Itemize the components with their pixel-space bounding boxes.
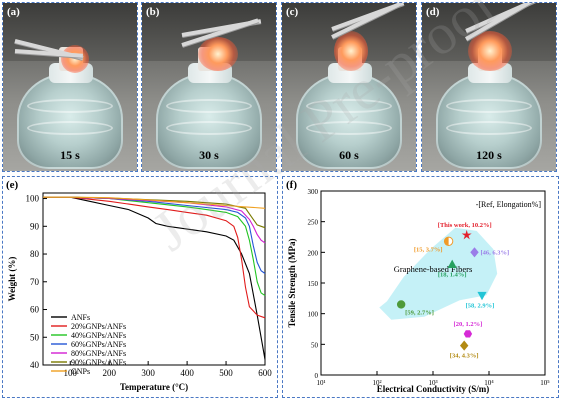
legend-label: 80%GNPs/ANFs	[71, 349, 126, 358]
chart-panel-label: (f)	[286, 179, 297, 191]
y-tick-label: 50	[311, 341, 319, 349]
series-line	[43, 196, 266, 244]
data-point-label: [59, 2.7%]	[405, 309, 434, 316]
x-tick-label: 10²	[372, 379, 381, 387]
y-axis-label: Weight (%)	[7, 257, 17, 302]
photo-panel-b: (b) 30 s	[141, 2, 277, 172]
y-tick-label: 40	[30, 360, 40, 370]
plot-frame	[42, 192, 266, 366]
data-point-circle	[396, 300, 406, 309]
data-point-label: [15, 3.7%]	[414, 246, 443, 253]
y-tick-label: 90	[30, 221, 40, 231]
graphene-fiber-region	[379, 227, 498, 320]
flame-test-photo	[142, 3, 276, 171]
data-point-diamond	[460, 340, 469, 351]
tga-chart-panel: (e) 100 200 300 400 500 600 40 50 60 70 80 90 100 Tem…	[2, 176, 278, 398]
x-axis-label: Electrical Conductivity (S/m)	[377, 384, 489, 394]
y-tick-label: 250	[308, 219, 319, 227]
x-tick-label: 600	[258, 368, 272, 378]
data-point-label: [34, 4.3%]	[450, 353, 479, 360]
data-point-hexagon	[463, 330, 473, 338]
series-line	[43, 196, 266, 319]
strength-conductivity-chart-panel: (f) Graphene-based Fibers 10¹ 10² 10³ 10⁴ 10⁵…	[282, 176, 559, 398]
y-axis-label: Tensile Strength (MPa)	[287, 238, 297, 327]
photo-label: (a)	[7, 6, 20, 18]
data-point-triangle	[447, 259, 457, 268]
photo-panel-d: (d) 120 s	[421, 2, 557, 172]
photo-label: (c)	[286, 6, 299, 18]
flame-test-photo	[422, 3, 556, 171]
flame-test-photo	[3, 3, 137, 171]
photo-panel-c: (c) 60 s	[281, 2, 417, 172]
data-point-label: [18, 1.4%]	[438, 272, 467, 279]
data-point-label: [This work, 10.2%]	[438, 222, 492, 229]
region-label: Graphene-based Fibers	[394, 264, 473, 274]
legend-label: 60%GNPs/ANFs	[71, 340, 126, 349]
y-tick-label: 100	[308, 311, 319, 319]
x-tick-label: 200	[102, 368, 116, 378]
chart-panel-label: (e)	[6, 179, 19, 191]
time-label: 30 s	[199, 148, 219, 162]
legend-label: 20%GNPs/ANFs	[71, 322, 126, 331]
y-tick-label: 50	[30, 332, 40, 342]
x-tick-label: 500	[219, 368, 233, 378]
photo-label: (d)	[426, 6, 440, 18]
data-point-diamond	[470, 247, 479, 258]
y-tick-label: 200	[308, 249, 319, 257]
x-tick-label: 10⁴	[484, 379, 494, 387]
y-tick-label: 70	[30, 277, 40, 287]
legend-label: GNPs	[71, 367, 90, 376]
y-tick-label: 300	[308, 188, 319, 196]
time-label: 120 s	[476, 148, 502, 162]
y-tick-label: 80	[30, 249, 40, 259]
series-line	[43, 196, 266, 360]
legend-label: 40%GNPs/ANFs	[71, 331, 126, 340]
data-point-label: [20, 1.2%]	[454, 321, 483, 328]
data-point-label: [58, 2.9%]	[466, 302, 495, 309]
y-tick-label: 150	[308, 280, 319, 288]
x-tick-label: 10¹	[316, 379, 325, 387]
data-point-label: [46, 6.3%]	[480, 249, 509, 256]
series-line	[43, 196, 266, 297]
tga-chart: 100 200 300 400 500 600 40 50 60 70 80 90 100 Tempera…	[7, 192, 272, 392]
strength-conductivity-chart: Graphene-based Fibers 10¹ 10² 10³ 10⁴ 10⁵ 0 50 1…	[287, 188, 550, 394]
data-point-star	[461, 229, 472, 240]
legend-note: -[Ref, Elongation%]	[476, 200, 542, 209]
flame-test-photo	[282, 3, 416, 171]
x-tick-label: 100	[64, 368, 78, 378]
time-label: 60 s	[339, 148, 359, 162]
photo-label: (b)	[146, 6, 160, 18]
data-point-triangle-down	[477, 291, 487, 301]
data-point-half-fill	[444, 237, 449, 246]
x-tick-label: 400	[180, 368, 194, 378]
x-tick-label: 10³	[428, 379, 437, 387]
series-line	[43, 196, 266, 209]
legend-label: 90%GNPs/ANFs	[71, 358, 126, 367]
legend-label: ANFs	[71, 313, 90, 322]
photo-panel-a: (a) 15 s	[2, 2, 138, 172]
y-tick-label: 60	[30, 305, 40, 315]
x-axis-label: Temperature (°C)	[120, 382, 188, 392]
y-tick-label: 0	[315, 372, 319, 380]
x-tick-label: 10⁵	[540, 379, 550, 387]
y-tick-label: 100	[26, 194, 40, 204]
x-tick-label: 300	[141, 368, 155, 378]
time-label: 15 s	[60, 148, 80, 162]
